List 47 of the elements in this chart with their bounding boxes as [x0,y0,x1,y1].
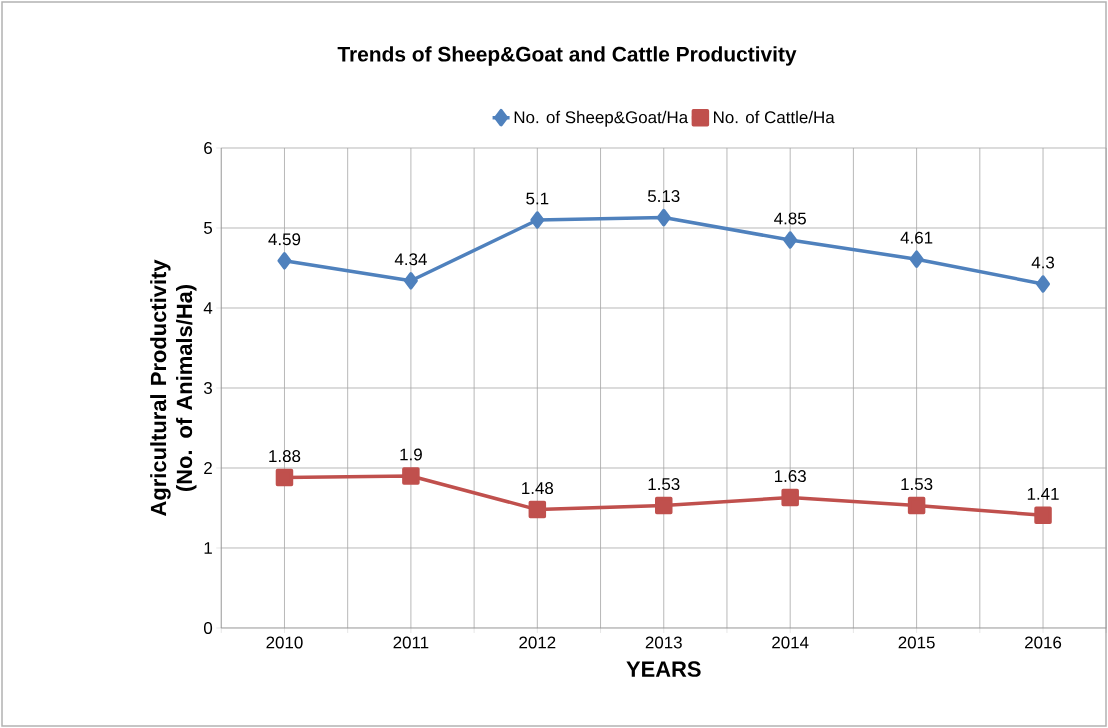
x-axis-title: YEARS [626,661,701,677]
y-axis-title: Agricultural Productivity (No. of Animals/Ha) [150,259,197,516]
legend-label: No. of Sheep&Goat/Ha [514,110,689,127]
legend-label: No. of Cattle/Ha [714,110,835,124]
data-label: 1.63 [775,470,806,483]
data-label: 1.48 [522,482,554,495]
x-tick-label: 2016 [1025,636,1062,649]
y-tick-label: 0 [203,621,213,634]
data-label: 4.3 [1031,256,1055,269]
point [275,468,294,487]
point [781,488,799,507]
data-label: 1.88 [269,450,301,463]
y-tick-label: 5 [203,222,213,234]
x-tick-label: 2015 [898,636,935,649]
data-label: 4.34 [394,253,427,266]
x-tick-label: 2011 [393,636,429,649]
data-label: 4.59 [268,233,301,246]
data-label: 5.1 [526,192,549,205]
point [909,250,924,268]
point [277,252,292,270]
data-label: 4.85 [774,212,806,225]
x-tick-label: 2012 [519,636,556,649]
point [530,211,545,229]
data-label: 1.9 [400,448,422,461]
y-tick-label: 4 [203,302,213,314]
point [402,467,420,485]
data-label: 5.13 [647,190,680,203]
point [656,208,671,227]
point [528,500,547,519]
point [1036,275,1051,293]
x-tick-label: 2010 [266,636,303,649]
point [783,231,798,249]
data-label: 1.41 [1027,488,1059,500]
y-tick-label: 6 [204,141,212,154]
y-tick-label: 1 [204,542,212,554]
data-label: 4.61 [900,231,933,244]
data-label: 1.53 [901,478,933,491]
x-tick-label: 2014 [772,636,809,649]
point [403,272,418,290]
chart-title: Trends of Sheep&Goat and Cattle Productivity [337,46,797,66]
data-label: 1.53 [648,478,680,491]
point [655,496,673,515]
y-tick-label: 2 [204,462,212,474]
point [1034,506,1052,524]
y-tick-label: 3 [203,381,212,394]
point [907,496,926,515]
x-tick-label: 2013 [645,636,682,649]
